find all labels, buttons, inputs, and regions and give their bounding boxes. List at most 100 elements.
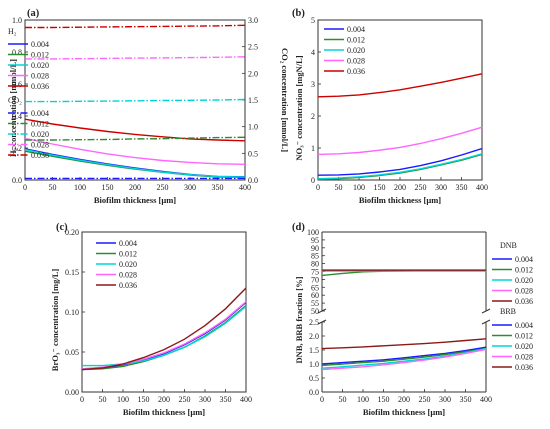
legend-label: 0.020 <box>515 342 533 351</box>
x-tick-label: 400 <box>240 395 252 404</box>
x-tick-label: 0 <box>80 395 84 404</box>
legend-label: 0.004 <box>31 109 49 118</box>
x-tick-label: 100 <box>74 183 86 192</box>
y-tick-label: 0.10 <box>65 308 79 317</box>
y-tick-label: 1 <box>311 144 315 153</box>
x-tick-label: 250 <box>419 395 431 404</box>
y-tick-label: 5 <box>311 16 315 25</box>
legend-label: 0.028 <box>515 353 533 362</box>
y-tick-label-upper: 80 <box>311 260 319 269</box>
x-tick-label: 350 <box>456 183 468 192</box>
x-tick-label: 250 <box>157 183 169 192</box>
y-axis-title-right: CO₂ concentration [mmol/L] <box>280 48 290 152</box>
x-axis-title: Biofilm thickness [μm] <box>363 407 445 417</box>
legend: H₂0.0040.0120.0200.0280.036CO₂0.0040.012… <box>8 27 49 160</box>
x-tick-label: 200 <box>129 183 141 192</box>
panel-label: (d) <box>292 222 305 233</box>
legend-group-title: BRB <box>500 307 516 316</box>
y-axis-title: DNB, BRB fraction [%] <box>294 276 304 363</box>
series-line-0.020 <box>317 153 483 180</box>
x-tick-label: 350 <box>460 395 472 404</box>
series-line-co-0.012 <box>25 136 246 141</box>
y-tick-label: 3 <box>311 80 315 89</box>
series-line-0.028 <box>317 126 483 156</box>
series-line-h-0.028 <box>24 137 246 165</box>
y-tick-label-right: 0.0 <box>248 176 258 185</box>
x-tick-label: 50 <box>99 395 107 404</box>
legend-label: 0.028 <box>515 287 533 296</box>
y-axis-title-left: H₂ concentration [mmol/L] <box>8 59 18 157</box>
y-tick-label: 0.00 <box>65 388 79 397</box>
legend-label: 0.020 <box>347 46 365 55</box>
x-tick-label: 300 <box>435 183 447 192</box>
x-tick-label: 400 <box>476 183 488 192</box>
legend-label: 0.004 <box>31 40 49 49</box>
x-tick-label: 200 <box>394 183 406 192</box>
y-tick-label-upper: 100 <box>307 228 319 237</box>
y-tick-label: 4 <box>311 48 315 57</box>
y-tick-label-upper: 55 <box>311 299 319 308</box>
x-tick-label: 350 <box>220 395 232 404</box>
legend-label: 0.012 <box>515 332 533 341</box>
x-tick-label: 250 <box>415 183 427 192</box>
y-tick-label-right: 2.5 <box>248 43 258 52</box>
legend-label: 0.020 <box>119 260 137 269</box>
series-line-brb-0.028 <box>321 348 487 371</box>
legend-label: 0.020 <box>31 61 49 70</box>
series-line-0.012 <box>81 305 247 371</box>
legend-label: 0.004 <box>515 255 533 264</box>
y-tick-label: 0.05 <box>65 348 79 357</box>
y-tick-label-lower: 1.5 <box>309 346 319 355</box>
x-tick-label: 100 <box>353 183 365 192</box>
legend-label: 0.036 <box>119 281 137 290</box>
panel-c: 0 50 100 150 200 250 300 350 400 Biofilm thicknes… <box>50 222 252 417</box>
y-tick-label: 1.0 <box>12 16 22 25</box>
series-line-0.020 <box>82 305 247 367</box>
y-tick-label-right: 1.5 <box>248 96 258 105</box>
series-line-brb-0.004 <box>321 346 487 365</box>
panel-label: (c) <box>56 222 68 233</box>
x-tick-label: 250 <box>179 395 191 404</box>
legend-label: 0.004 <box>347 25 365 34</box>
x-tick-label: 50 <box>49 183 57 192</box>
x-tick-label: 150 <box>374 183 386 192</box>
legend-label: 0.004 <box>515 321 533 330</box>
series-line-co-0.020 <box>25 98 246 103</box>
x-tick-label: 150 <box>378 395 390 404</box>
legend: DNB0.0040.0120.0200.0280.036BRB0.0040.01… <box>492 241 533 372</box>
y-tick-label: 0.20 <box>65 228 79 237</box>
x-tick-label: 400 <box>239 183 251 192</box>
legend-label: 0.012 <box>515 266 533 275</box>
y-tick-label: 0.8 <box>12 48 22 57</box>
x-tick-label: 100 <box>357 395 369 404</box>
series-line-0.004 <box>317 147 483 176</box>
series-line-h-0.004 <box>24 148 246 178</box>
legend-label: 0.036 <box>347 67 365 76</box>
legend-label: 0.036 <box>31 151 49 160</box>
x-tick-label: 200 <box>158 395 170 404</box>
y-tick-label-lower: 2.0 <box>309 332 319 341</box>
legend-label: 0.028 <box>347 57 365 66</box>
legend-label: 0.012 <box>31 51 49 60</box>
legend-label: 0.020 <box>31 130 49 139</box>
legend-label: 0.036 <box>515 363 533 372</box>
x-tick-label: 150 <box>102 183 114 192</box>
legend-label: 0.020 <box>515 276 533 285</box>
series-line-co-0.028 <box>25 56 246 60</box>
legend-label: 0.028 <box>31 72 49 81</box>
legend-label: 0.004 <box>119 239 137 248</box>
x-tick-label: 150 <box>138 395 150 404</box>
series-line-h-0.036 <box>24 118 246 142</box>
x-tick-label: 0 <box>23 183 27 192</box>
series-line-co-0.036 <box>25 24 246 29</box>
x-tick-label: 50 <box>339 395 347 404</box>
x-axis-title: Biofilm thickness [μm] <box>359 195 441 205</box>
panel-label: (b) <box>292 8 305 19</box>
legend-label: 0.036 <box>515 297 533 306</box>
y-tick-label-lower: 0.5 <box>309 374 319 383</box>
x-tick-label: 350 <box>212 183 224 192</box>
series-line-h-0.020 <box>24 148 246 178</box>
